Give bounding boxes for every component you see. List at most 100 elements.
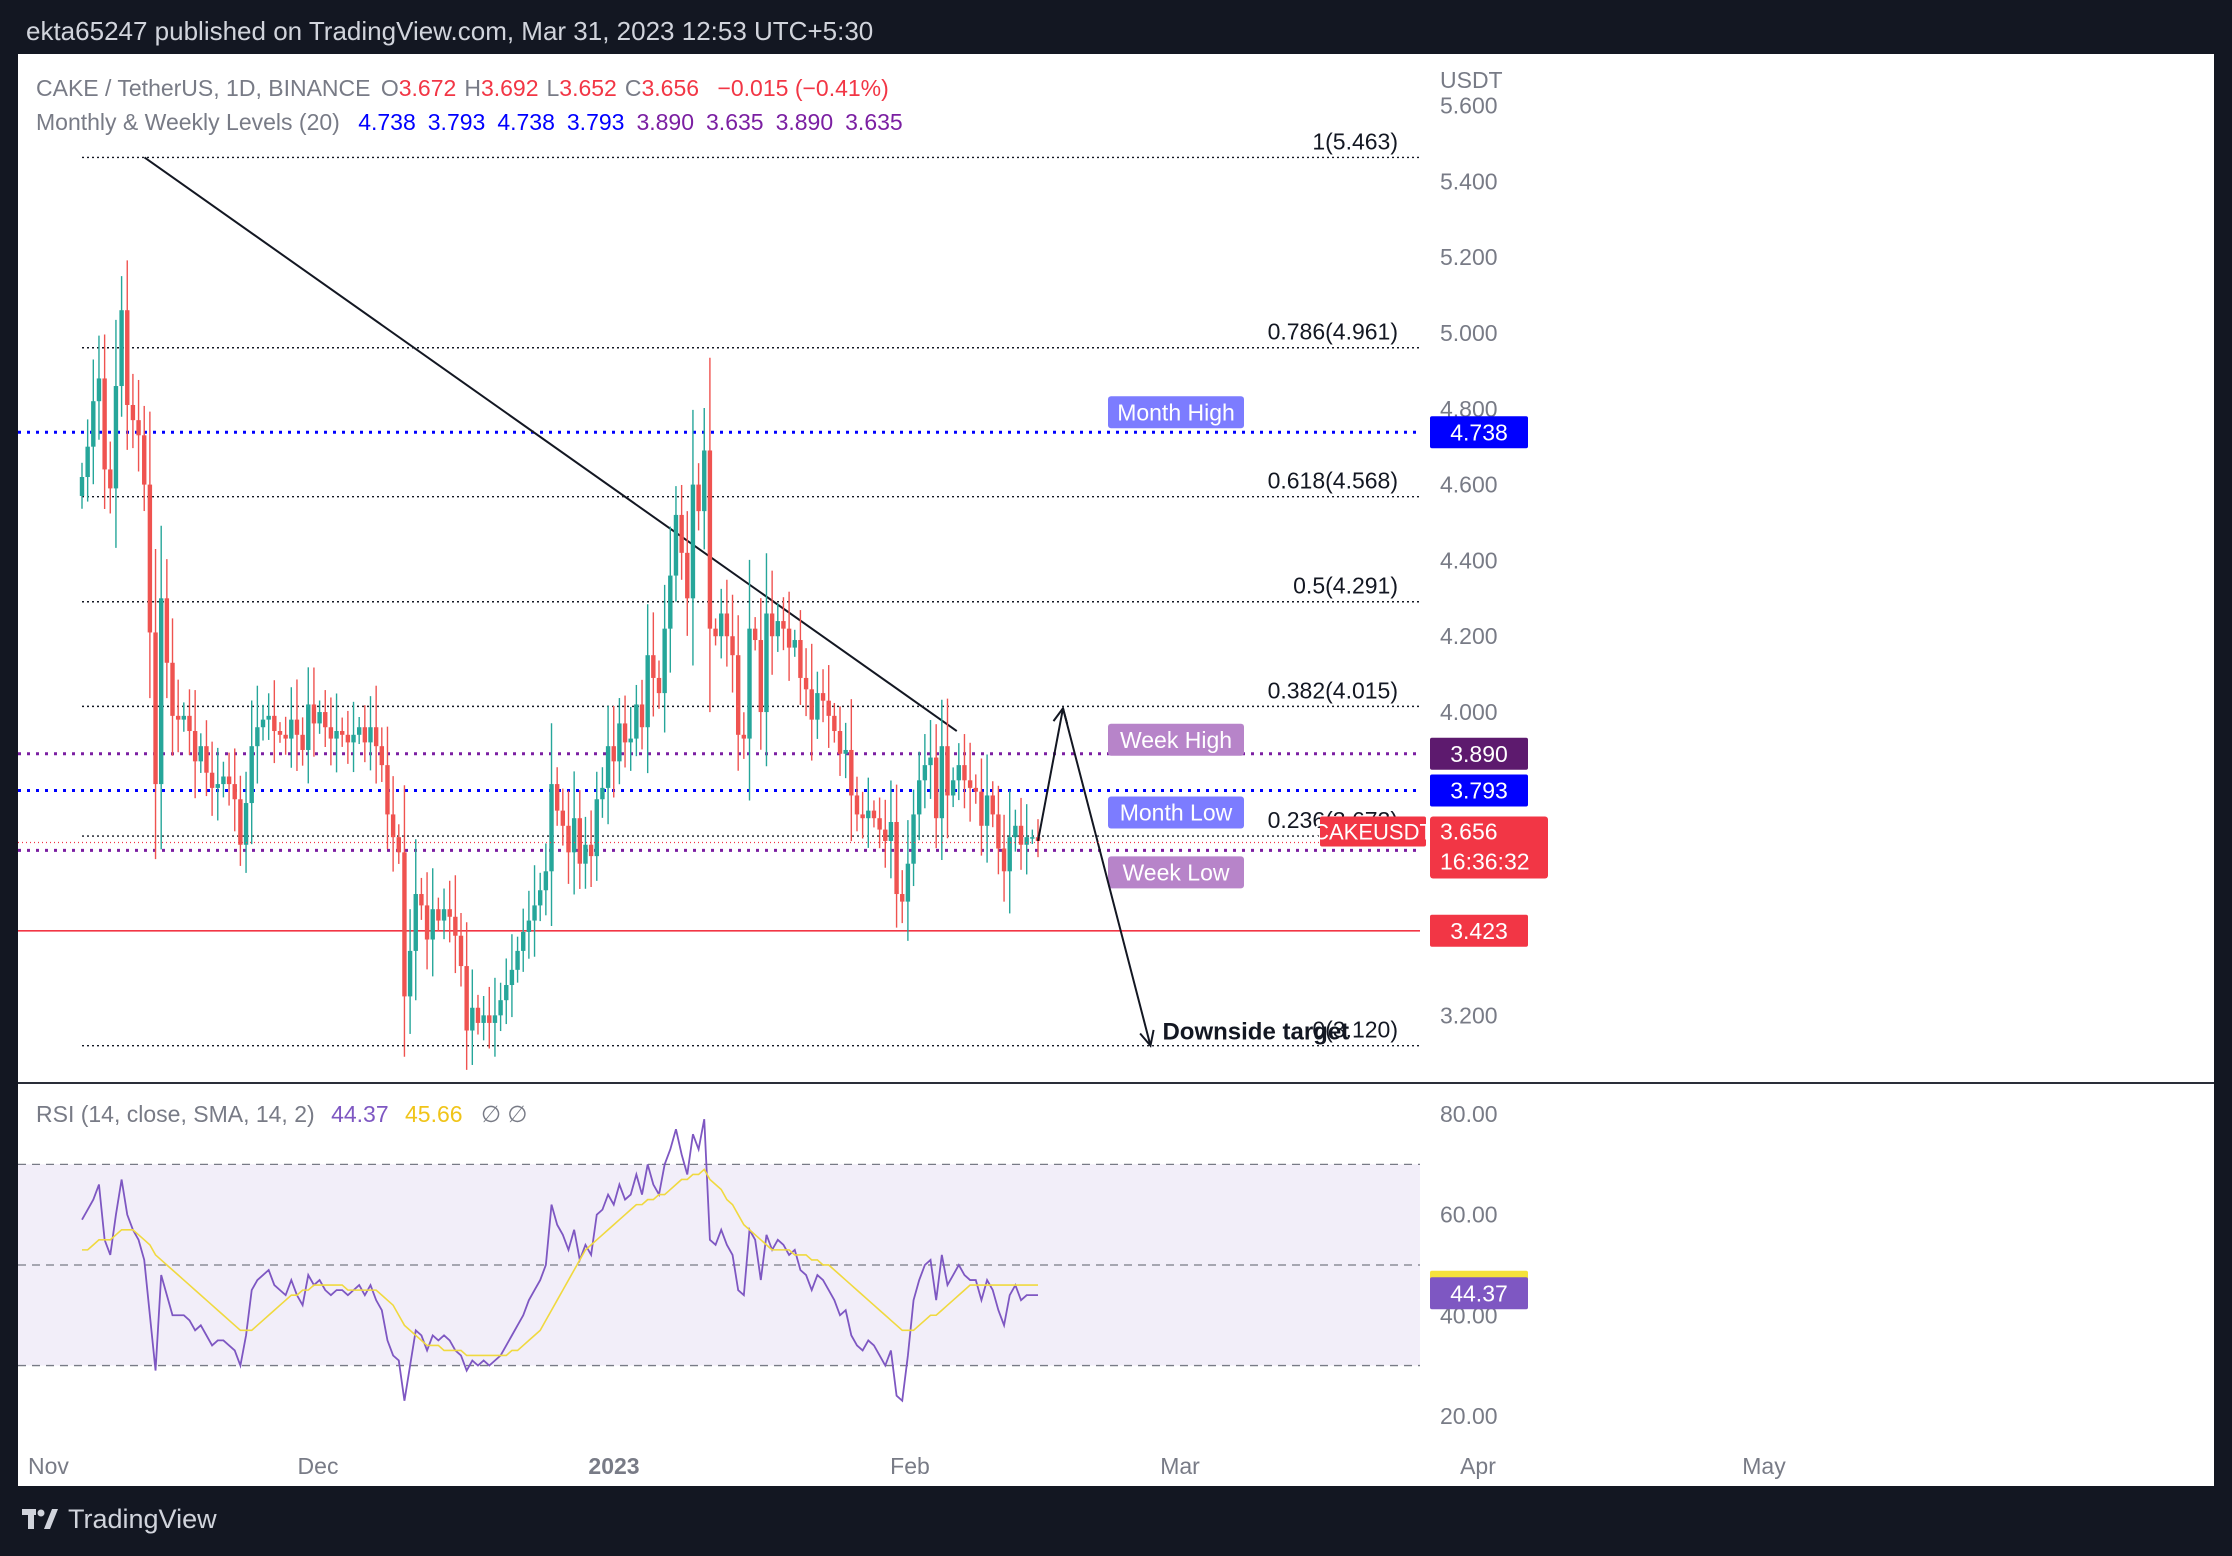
- level-name-tag: [1108, 723, 1244, 756]
- candle-body: [136, 420, 141, 436]
- candle-body: [917, 780, 922, 815]
- rsi-value-tag: [1430, 1277, 1528, 1310]
- candle-body: [187, 715, 192, 732]
- candle-body: [436, 909, 441, 921]
- candle-body: [1013, 825, 1018, 838]
- candle-body: [413, 894, 418, 951]
- candle-body: [238, 799, 243, 845]
- candle-body: [617, 723, 622, 762]
- candle-body: [504, 985, 509, 1001]
- ohlc-key: O: [380, 75, 399, 101]
- levels-values: 4.738 3.793 4.738 3.793 3.890 3.635 3.890 3.635: [350, 109, 907, 135]
- candle-body: [775, 621, 780, 637]
- candle-body: [509, 969, 515, 986]
- levels-indicator-title[interactable]: Monthly & Weekly Levels (20): [36, 109, 340, 135]
- level-value-7: 3.635: [845, 109, 903, 135]
- candle-body: [741, 734, 747, 739]
- candle-body: [990, 795, 995, 815]
- candle-body: [560, 810, 566, 826]
- candle-body: [549, 784, 554, 872]
- price-axis-tag-text: 4.738: [1450, 419, 1508, 445]
- rsi-sma-value: 45.66: [405, 1101, 463, 1127]
- candle-body: [323, 712, 328, 728]
- candle-body: [656, 677, 662, 694]
- candle-body: [922, 765, 928, 781]
- candle-body: [430, 909, 435, 940]
- candle-body: [815, 693, 820, 720]
- price-axis-tag-text: 3.793: [1450, 778, 1508, 804]
- level-name-tag-text: Week Low: [1123, 859, 1230, 885]
- candle-body: [758, 640, 764, 713]
- price-tick-label: 5.400: [1440, 168, 1498, 194]
- fib-level-label: 0(3.120): [1312, 1017, 1398, 1043]
- publisher-text: ekta65247 published on TradingView.com, …: [26, 16, 874, 46]
- symbol-legend: CAKE / TetherUS, 1D, BINANCE O3.672 H3.69…: [36, 75, 893, 102]
- candle-body: [871, 810, 877, 819]
- candle-body: [147, 484, 153, 633]
- level-value-1: 3.793: [427, 109, 486, 135]
- candle-body: [571, 818, 577, 853]
- candle-body: [933, 757, 939, 819]
- chart-frame[interactable]: USDT 5.600 5.400 5.200 5.000 4.800 4.600 4.400 4…: [18, 54, 2214, 1486]
- candle-body: [798, 640, 803, 678]
- candle-body: [973, 787, 978, 792]
- candle-body: [317, 712, 322, 724]
- candle-body: [860, 814, 865, 819]
- candle-body: [447, 909, 452, 917]
- fib-level-label: 1(5.463): [1312, 128, 1398, 154]
- rsi-line: [81, 1118, 1038, 1403]
- price-tick-label: 4.600: [1440, 472, 1498, 498]
- level-name-tag-text: Month High: [1117, 399, 1235, 425]
- candle-body: [232, 784, 237, 800]
- price-chart[interactable]: USDT5.6005.4005.2005.0004.8004.6004.4004…: [18, 54, 2214, 1486]
- current-price-tag-text: 3.656: [1440, 818, 1498, 844]
- candle-body: [673, 514, 679, 576]
- candle-body: [368, 727, 373, 743]
- candle-body: [215, 784, 220, 788]
- candle-body: [662, 628, 667, 694]
- candle-body: [209, 772, 215, 788]
- candle-body: [300, 734, 305, 750]
- candle-body: [888, 822, 894, 841]
- time-axis-label: Dec: [298, 1453, 339, 1479]
- tradingview-logo[interactable]: TradingView: [22, 1504, 217, 1535]
- candle-body: [328, 727, 334, 739]
- candle-body: [905, 863, 911, 902]
- candle-body: [809, 689, 814, 720]
- candle-body: [340, 731, 345, 735]
- ohlc-l: L3.652: [547, 75, 621, 101]
- candle-body: [996, 814, 1001, 849]
- candle-body: [113, 386, 119, 489]
- candle-body: [390, 814, 396, 838]
- candle-body: [543, 871, 549, 891]
- projection-arrowhead-up: [1052, 706, 1069, 724]
- level-value-6: 3.890: [775, 109, 834, 135]
- candle-body: [102, 378, 107, 470]
- price-axis-tag: [1430, 737, 1528, 770]
- candle-body: [475, 1007, 481, 1023]
- rsi-indicator-title[interactable]: RSI (14, close, SMA, 14, 2): [36, 1101, 315, 1127]
- candle-body: [588, 844, 594, 857]
- candle-body: [294, 719, 300, 735]
- candle-body: [532, 905, 537, 921]
- candle-body: [939, 746, 945, 819]
- candle-body: [945, 746, 950, 796]
- candle-body: [690, 484, 696, 599]
- candle-body: [464, 966, 469, 1031]
- candle-body: [538, 890, 543, 906]
- candle-body: [153, 632, 158, 785]
- ohlc-val: 3.672: [398, 75, 457, 101]
- symbol-title[interactable]: CAKE / TetherUS, 1D, BINANCE: [36, 75, 371, 101]
- candle-body: [91, 401, 96, 447]
- levels-legend: Monthly & Weekly Levels (20) 4.738 3.793 4…: [36, 109, 911, 136]
- level-value-5: 3.635: [706, 109, 764, 135]
- candle-body: [724, 613, 730, 637]
- candle-body: [441, 909, 447, 921]
- candle-body: [470, 1007, 475, 1031]
- candle-body: [453, 916, 458, 936]
- candle-body: [786, 628, 792, 648]
- candle-body: [764, 613, 769, 713]
- candle-body: [306, 704, 311, 750]
- candle-body: [984, 795, 990, 826]
- candle-body: [125, 310, 130, 405]
